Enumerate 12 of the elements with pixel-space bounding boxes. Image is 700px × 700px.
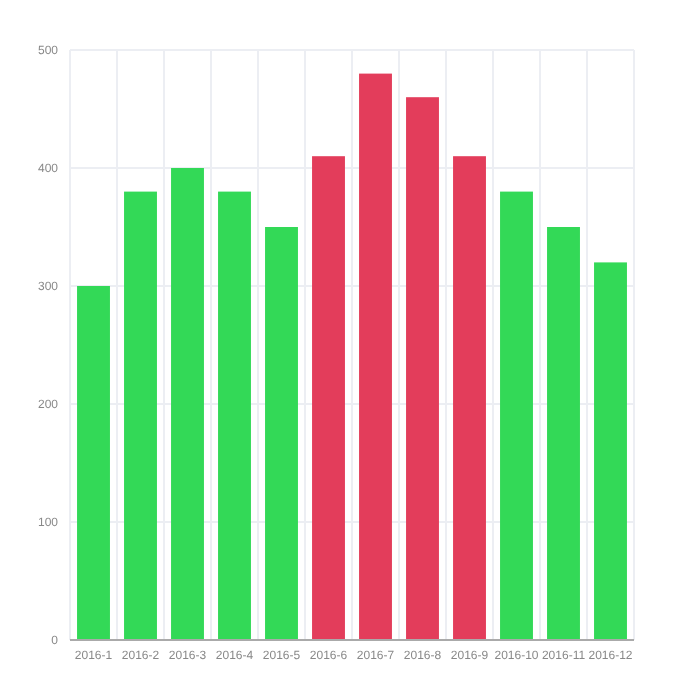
bar — [124, 191, 157, 640]
bar — [453, 156, 486, 640]
bar — [265, 227, 298, 640]
bar — [359, 73, 392, 640]
bar — [218, 191, 251, 640]
bar — [171, 168, 204, 640]
bar — [312, 156, 345, 640]
bar — [406, 97, 439, 640]
bar — [547, 227, 580, 640]
bar — [594, 262, 627, 640]
bar — [500, 191, 533, 640]
bar — [77, 286, 110, 640]
